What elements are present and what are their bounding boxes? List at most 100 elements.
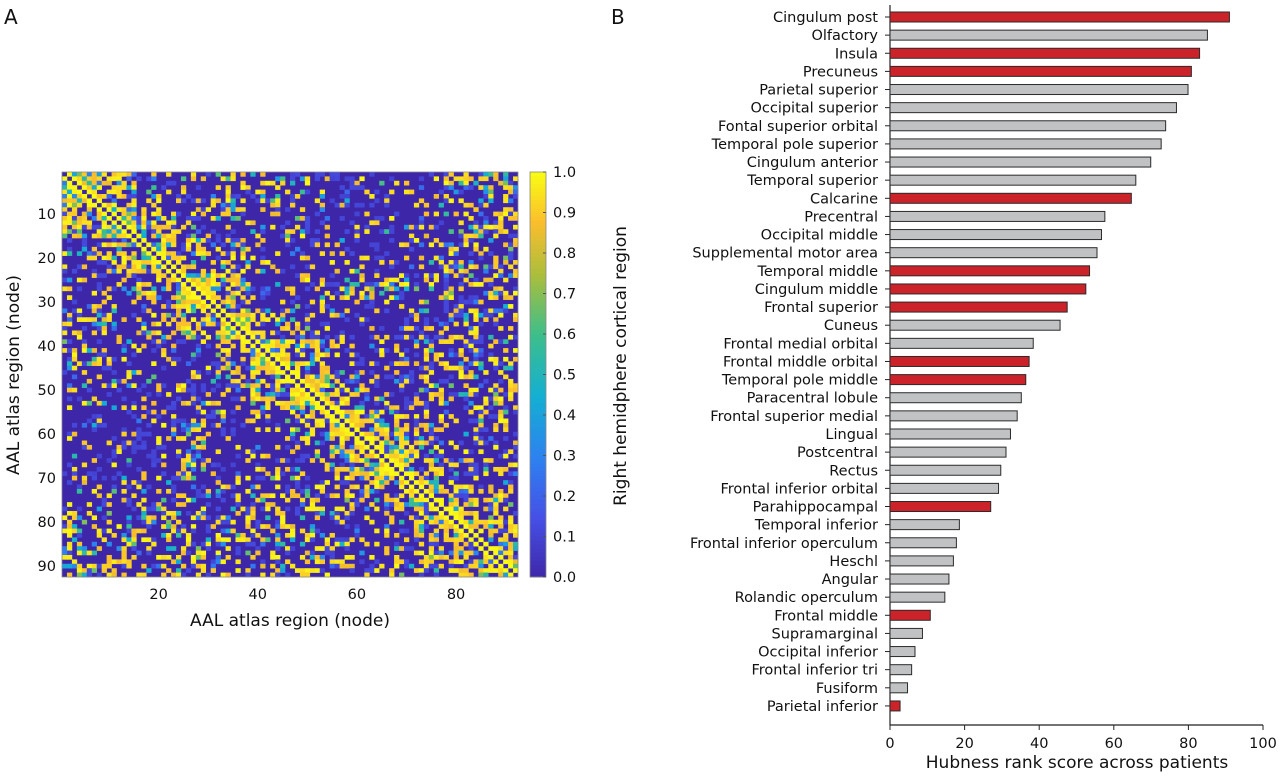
heatmap-cell (235, 370, 241, 375)
heatmap-cell (280, 458, 286, 463)
heatmap-cell (433, 277, 439, 283)
heatmap-cell (111, 238, 117, 243)
heatmap-cell (240, 317, 246, 322)
heatmap-cell (81, 348, 88, 353)
heatmap-cell (171, 484, 177, 490)
heatmap-cell (468, 466, 474, 472)
heatmap-cell (384, 286, 390, 292)
heatmap-cell (369, 194, 375, 199)
heatmap-cell (473, 502, 479, 507)
heatmap-cell (62, 220, 68, 226)
heatmap-cell (349, 554, 355, 560)
heatmap-cell (493, 568, 499, 573)
heatmap-cell (389, 466, 395, 472)
heatmap-cell (468, 295, 474, 300)
heatmap-cell (126, 264, 132, 270)
heatmap-cell (428, 506, 435, 512)
heatmap-cell (319, 405, 325, 411)
heatmap-cell (111, 532, 117, 538)
heatmap-cell (329, 462, 335, 468)
heatmap-cell (404, 326, 410, 331)
heatmap-cell (141, 497, 147, 503)
heatmap-cell (151, 172, 157, 177)
heatmap-cell (265, 471, 271, 477)
heatmap-cell (428, 370, 435, 375)
heatmap-cell (245, 260, 251, 265)
heatmap-cell (275, 194, 281, 199)
heatmap-cell (131, 405, 137, 411)
heatmap-cell (433, 238, 439, 243)
heatmap-cell (344, 387, 350, 393)
heatmap-cell (146, 334, 152, 340)
heatmap-cell (176, 396, 182, 402)
heatmap-cell (488, 532, 494, 538)
heatmap-cell (235, 493, 241, 499)
heatmap-cell (275, 506, 281, 512)
heatmap-cell (180, 312, 187, 318)
heatmap-cell (354, 312, 360, 318)
heatmap-cell (250, 484, 256, 490)
heatmap-cell (304, 312, 311, 318)
heatmap-cell (418, 524, 425, 529)
heatmap-cell (294, 352, 301, 358)
heatmap-cell (354, 387, 360, 393)
heatmap-cell (106, 242, 112, 248)
heatmap-cell (513, 471, 519, 477)
heatmap-cell (319, 510, 325, 516)
heatmap-cell (151, 299, 157, 305)
heatmap-cell (468, 559, 474, 565)
heatmap-y-tick-label: 40 (38, 339, 56, 355)
heatmap-cell (443, 321, 449, 327)
heatmap-cell (399, 242, 405, 248)
colorbar-tick-label: 0.5 (553, 368, 576, 384)
heatmap-x-tick-label: 40 (249, 587, 267, 603)
heatmap-cell (136, 528, 142, 534)
colorbar-tick-label: 0.9 (553, 206, 576, 222)
heatmap-cell (285, 572, 291, 578)
bar-category-label: Angular (822, 572, 878, 588)
heatmap-cell (195, 563, 202, 569)
heatmap-cell (294, 396, 301, 402)
heatmap-cell (503, 572, 509, 578)
heatmap-cell (151, 321, 157, 327)
heatmap-cell (339, 466, 345, 472)
heatmap-cell (309, 405, 316, 411)
heatmap-cell (483, 290, 489, 296)
heatmap-cell (483, 172, 489, 177)
heatmap-cell (290, 493, 296, 499)
heatmap-cell (131, 444, 137, 450)
heatmap-cell (240, 422, 246, 428)
heatmap-cell (379, 282, 385, 287)
heatmap-cell (314, 374, 321, 380)
heatmap-cell (106, 502, 112, 507)
heatmap-cell (101, 202, 107, 208)
heatmap-cell (225, 185, 231, 190)
heatmap-cell (235, 502, 241, 507)
heatmap-cell (81, 440, 88, 446)
heatmap-cell (280, 176, 286, 182)
heatmap-cell (513, 233, 519, 239)
heatmap-cell (136, 418, 142, 424)
heatmap-cell (364, 286, 370, 292)
heatmap-cell (185, 321, 192, 327)
heatmap-cell (488, 387, 494, 393)
heatmap-cell (146, 431, 152, 437)
heatmap-cell (215, 185, 221, 190)
colorbar-segment (530, 358, 546, 363)
heatmap-cell (96, 308, 102, 314)
heatmap-cell (225, 383, 231, 388)
heatmap-cell (344, 176, 350, 182)
heatmap-cell (126, 202, 132, 208)
heatmap-cell (205, 400, 211, 406)
heatmap-cell (215, 282, 221, 287)
bar-category-label: Lingual (825, 427, 878, 443)
heatmap-cell (354, 471, 360, 477)
heatmap-cell (185, 220, 192, 226)
heatmap-cell (66, 348, 73, 353)
heatmap-cell (389, 405, 395, 411)
heatmap-cell (235, 532, 241, 538)
heatmap-cell (275, 532, 281, 538)
heatmap-cell (275, 554, 281, 560)
heatmap-cell (418, 493, 425, 499)
heatmap-cell (404, 449, 410, 455)
